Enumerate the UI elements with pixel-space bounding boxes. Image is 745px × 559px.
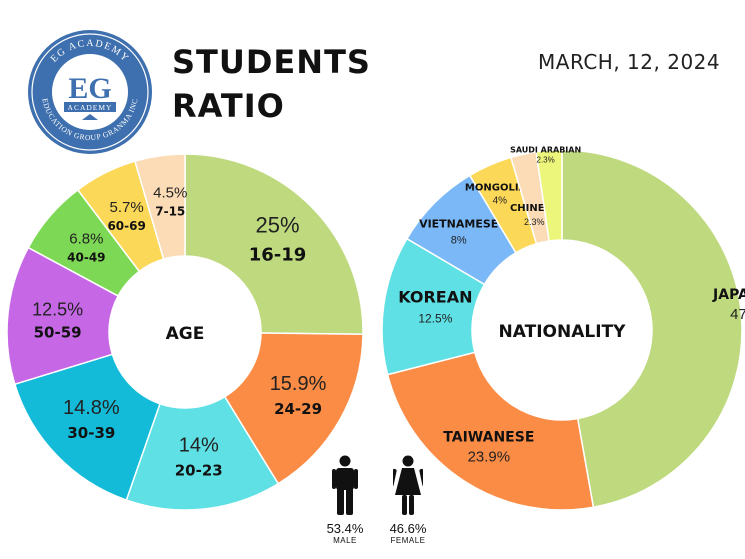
logo-monogram: EG: [68, 72, 111, 105]
category-label-60-69: 60-69: [107, 219, 145, 233]
value-label-24-29: 15.9%: [270, 373, 327, 395]
category-label-vietnamese: VIETNAMESE: [419, 217, 498, 230]
slice-30-39: [13, 353, 161, 502]
female-label: FEMALE: [390, 536, 426, 545]
category-label-40-49: 40-49: [67, 250, 105, 264]
title-line-1: STUDENTS: [172, 43, 371, 81]
nationality-donut-chart: JAPANESE 47.4% TAIWANESE 23.9% KOREAN 12.5% VI…: [381, 145, 745, 511]
value-label-60-69: 5.7%: [110, 199, 144, 216]
slice-saudi-arabian: [535, 149, 563, 242]
female-percent: 46.6%: [389, 521, 427, 536]
category-label-mongolian: MONGOLIAN: [465, 183, 535, 194]
value-label-20-23: 14%: [179, 434, 219, 456]
slice-24-29: [223, 332, 364, 485]
category-label-7-15: 7-15: [155, 204, 185, 218]
value-label-vietnamese: 8%: [451, 234, 467, 246]
value-label-40-49: 6.8%: [69, 230, 103, 247]
male-person-icon: [332, 455, 358, 515]
eg-academy-logo: EG ACADEMY EDUCATION GROUP GRANMA INC EG…: [28, 30, 152, 154]
value-label-mongolian: 4%: [493, 196, 508, 207]
category-label-japanese: JAPANESE: [712, 287, 745, 303]
ship-icon: [82, 114, 98, 120]
male-stat: 53.4% MALE: [320, 455, 370, 545]
center-label: AGE: [166, 324, 205, 344]
category-label-16-19: 16-19: [249, 245, 307, 266]
slice-taiwanese: [386, 351, 595, 511]
value-label-16-19: 25%: [255, 213, 299, 238]
category-label-24-29: 24-29: [274, 400, 322, 418]
slice-7-15: [134, 153, 186, 260]
value-label-korean: 12.5%: [418, 312, 452, 326]
page-title: STUDENTS RATIO: [172, 40, 371, 128]
value-label-50-59: 12.5%: [32, 299, 83, 319]
report-date: MARCH, 12, 2024: [538, 50, 721, 74]
slice-japanese: [561, 149, 743, 509]
value-label-7-15: 4.5%: [153, 184, 187, 201]
male-percent: 53.4%: [326, 521, 364, 536]
category-label-chinese: CHINESE: [510, 203, 559, 214]
slice-16-19: [184, 153, 364, 336]
value-label-30-39: 14.8%: [63, 397, 120, 419]
category-label-korean: KOREAN: [398, 288, 472, 307]
category-label-taiwanese: TAIWANESE: [443, 429, 534, 445]
age-donut-chart: 25% 16-19 15.9% 24-29 14% 20-23 14.8% 30-39 12.5…: [6, 153, 364, 511]
center-label: NATIONALITY: [499, 322, 627, 342]
category-label-saudi-arabian: SAUDI ARABIAN: [510, 145, 581, 154]
category-label-50-59: 50-59: [34, 323, 82, 341]
female-stat: 46.6% FEMALE: [383, 455, 433, 545]
slice-20-23: [125, 395, 280, 511]
male-label: MALE: [333, 536, 357, 545]
value-label-chinese: 2.3%: [524, 217, 545, 227]
value-label-saudi-arabian: 2.3%: [537, 155, 555, 164]
title-line-2: RATIO: [172, 87, 285, 125]
category-label-30-39: 30-39: [67, 424, 115, 442]
female-person-icon: [389, 455, 427, 515]
logo-ribbon: ACADEMY: [68, 103, 113, 112]
value-label-japanese: 47.4%: [730, 306, 745, 323]
value-label-taiwanese: 23.9%: [468, 448, 511, 465]
category-label-20-23: 20-23: [175, 461, 223, 479]
